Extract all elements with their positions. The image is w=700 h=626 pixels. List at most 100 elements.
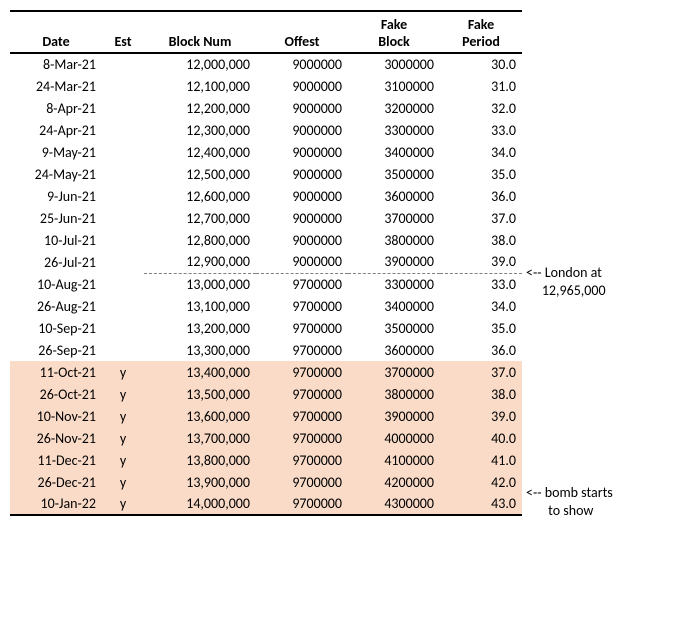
cell-date: 26-Oct-21 (10, 383, 102, 405)
cell-date: 8-Mar-21 (10, 53, 102, 75)
cell-block: 12,000,000 (144, 53, 256, 75)
cell-est: y (102, 427, 144, 449)
table-row: 26-Nov-21y13,700,0009700000400000040.0 (10, 427, 522, 449)
cell-block: 12,800,000 (144, 229, 256, 251)
cell-fake-block: 3700000 (348, 207, 440, 229)
table-row: 26-Sep-2113,300,0009700000360000036.0 (10, 339, 522, 361)
cell-date: 24-May-21 (10, 163, 102, 185)
note-london-line1: <-- London at (526, 264, 602, 281)
cell-fake-block: 4100000 (348, 449, 440, 471)
table-row: 24-Mar-2112,100,0009000000310000031.0 (10, 75, 522, 97)
header-fake-period-text: FakePeriod (462, 16, 500, 50)
cell-est: y (102, 471, 144, 493)
cell-offset: 9700000 (256, 493, 348, 515)
cell-fake-period: 39.0 (440, 251, 522, 273)
table-row: 26-Jul-2112,900,0009000000390000039.0 (10, 251, 522, 273)
cell-est (102, 339, 144, 361)
cell-block: 13,900,000 (144, 471, 256, 493)
table-row: 25-Jun-2112,700,0009000000370000037.0 (10, 207, 522, 229)
table-row: 8-Mar-2112,000,0009000000300000030.0 (10, 53, 522, 75)
cell-offset: 9700000 (256, 295, 348, 317)
note-london: <-- London at 12,965,000 (526, 264, 606, 300)
cell-est: y (102, 449, 144, 471)
cell-est (102, 75, 144, 97)
cell-fake-period: 35.0 (440, 163, 522, 185)
cell-fake-block: 4300000 (348, 493, 440, 515)
cell-offset: 9700000 (256, 471, 348, 493)
cell-est: y (102, 493, 144, 515)
cell-date: 10-Jan-22 (10, 493, 102, 515)
cell-fake-block: 3500000 (348, 317, 440, 339)
cell-fake-block: 3300000 (348, 119, 440, 141)
cell-est: y (102, 405, 144, 427)
cell-est (102, 295, 144, 317)
cell-est (102, 119, 144, 141)
cell-block: 12,900,000 (144, 251, 256, 273)
table-row: 24-Apr-2112,300,0009000000330000033.0 (10, 119, 522, 141)
cell-date: 11-Dec-21 (10, 449, 102, 471)
table-row: 11-Oct-21y13,400,0009700000370000037.0 (10, 361, 522, 383)
cell-block: 12,500,000 (144, 163, 256, 185)
table-row: 10-Jan-22y14,000,0009700000430000043.0 (10, 493, 522, 515)
header-est: Est (102, 11, 144, 53)
table-row: 24-May-2112,500,0009000000350000035.0 (10, 163, 522, 185)
cell-block: 12,400,000 (144, 141, 256, 163)
cell-date: 9-Jun-21 (10, 185, 102, 207)
cell-est (102, 207, 144, 229)
cell-fake-block: 3400000 (348, 295, 440, 317)
cell-fake-period: 32.0 (440, 97, 522, 119)
cell-fake-block: 3000000 (348, 53, 440, 75)
cell-date: 25-Jun-21 (10, 207, 102, 229)
table-row: 26-Dec-21y13,900,0009700000420000042.0 (10, 471, 522, 493)
table-row: 11-Dec-21y13,800,0009700000410000041.0 (10, 449, 522, 471)
cell-offset: 9700000 (256, 427, 348, 449)
cell-offset: 9000000 (256, 141, 348, 163)
cell-fake-period: 33.0 (440, 273, 522, 295)
cell-date: 9-May-21 (10, 141, 102, 163)
cell-est (102, 185, 144, 207)
cell-offset: 9700000 (256, 273, 348, 295)
cell-fake-period: 38.0 (440, 383, 522, 405)
cell-offset: 9700000 (256, 449, 348, 471)
cell-fake-period: 39.0 (440, 405, 522, 427)
cell-offset: 9000000 (256, 119, 348, 141)
header-fake-block: FakeBlock (348, 11, 440, 53)
cell-fake-block: 3600000 (348, 185, 440, 207)
header-block: Block Num (144, 11, 256, 53)
table-row: 9-Jun-2112,600,0009000000360000036.0 (10, 185, 522, 207)
cell-block: 13,500,000 (144, 383, 256, 405)
cell-date: 10-Jul-21 (10, 229, 102, 251)
table-row: 10-Nov-21y13,600,0009700000390000039.0 (10, 405, 522, 427)
cell-offset: 9000000 (256, 251, 348, 273)
cell-offset: 9000000 (256, 53, 348, 75)
cell-offset: 9700000 (256, 317, 348, 339)
cell-fake-block: 3600000 (348, 339, 440, 361)
cell-fake-period: 31.0 (440, 75, 522, 97)
cell-fake-block: 4200000 (348, 471, 440, 493)
cell-est (102, 53, 144, 75)
cell-fake-period: 43.0 (440, 493, 522, 515)
table-row: 10-Jul-2112,800,0009000000380000038.0 (10, 229, 522, 251)
cell-offset: 9000000 (256, 75, 348, 97)
cell-block: 14,000,000 (144, 493, 256, 515)
cell-offset: 9000000 (256, 207, 348, 229)
table-row: 8-Apr-2112,200,0009000000320000032.0 (10, 97, 522, 119)
cell-est (102, 273, 144, 295)
cell-block: 13,600,000 (144, 405, 256, 427)
cell-est: y (102, 383, 144, 405)
cell-fake-block: 3300000 (348, 273, 440, 295)
cell-fake-block: 3900000 (348, 405, 440, 427)
cell-fake-period: 37.0 (440, 207, 522, 229)
cell-fake-period: 36.0 (440, 339, 522, 361)
cell-offset: 9000000 (256, 97, 348, 119)
cell-fake-period: 40.0 (440, 427, 522, 449)
cell-block: 12,300,000 (144, 119, 256, 141)
cell-est (102, 141, 144, 163)
table-row: 26-Aug-2113,100,0009700000340000034.0 (10, 295, 522, 317)
cell-offset: 9000000 (256, 163, 348, 185)
cell-date: 8-Apr-21 (10, 97, 102, 119)
cell-date: 24-Apr-21 (10, 119, 102, 141)
cell-block: 13,000,000 (144, 273, 256, 295)
cell-est (102, 317, 144, 339)
cell-fake-block: 3700000 (348, 361, 440, 383)
